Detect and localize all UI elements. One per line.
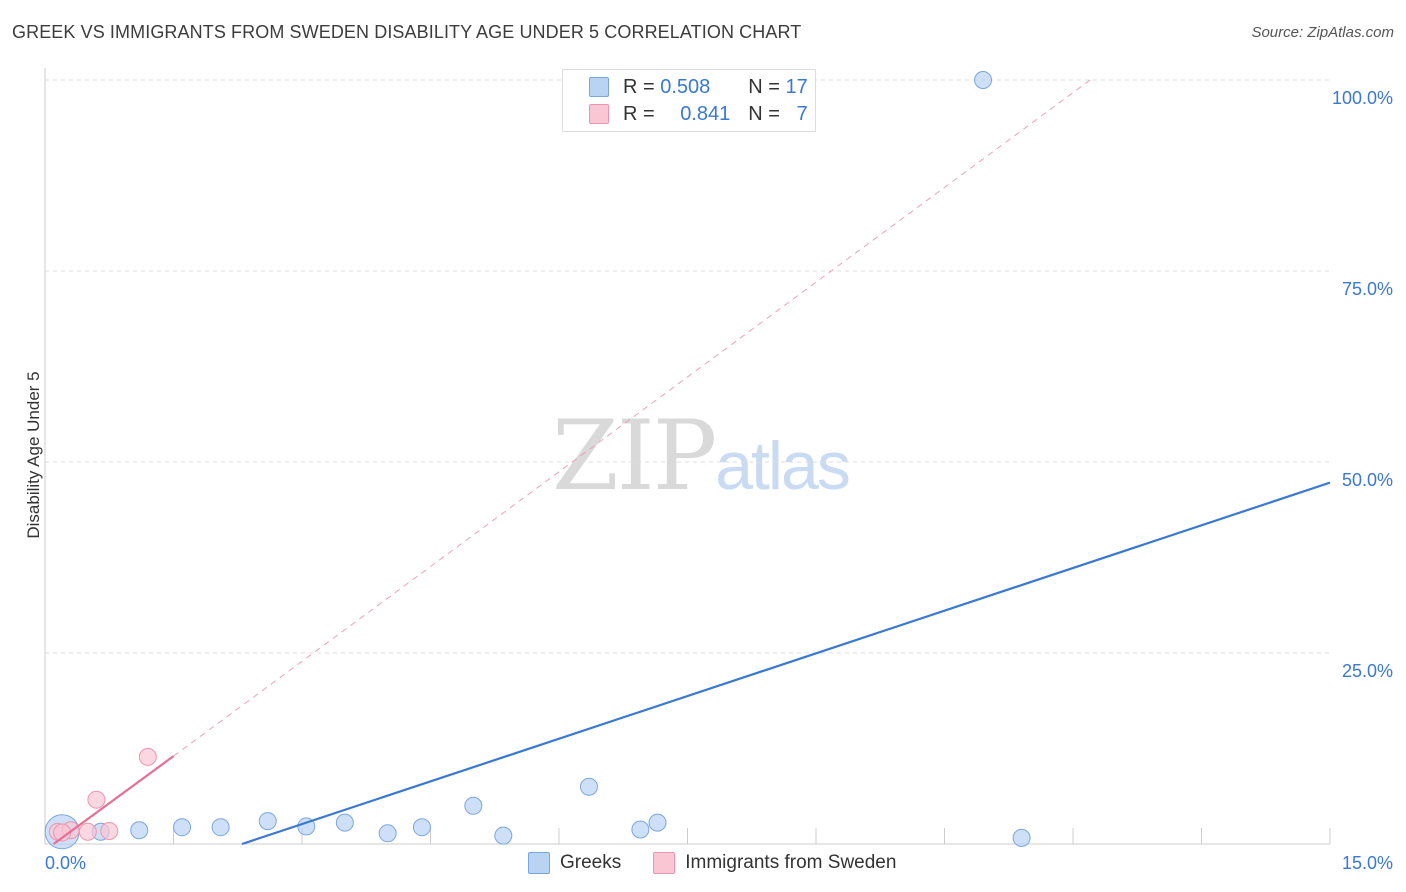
x-tick-label: 15.0% xyxy=(1342,853,1393,873)
data-point-greeks xyxy=(412,818,431,837)
data-point-greeks xyxy=(130,821,149,840)
legend-r-label: R = xyxy=(623,75,655,98)
y-tick-label: 50.0% xyxy=(1342,470,1393,490)
data-point-greeks xyxy=(464,796,483,815)
chart-title: GREEK VS IMMIGRANTS FROM SWEDEN DISABILI… xyxy=(12,22,802,42)
legend-n-value-greeks: 17 xyxy=(785,75,808,98)
data-point-greeks xyxy=(211,818,230,837)
data-point-sweden xyxy=(78,822,97,841)
data-point-greeks xyxy=(1012,828,1031,847)
data-point-greeks xyxy=(335,813,354,832)
y-axis-label: Disability Age Under 5 xyxy=(24,371,43,539)
legend-n-label: N = xyxy=(748,75,780,98)
data-point-greeks xyxy=(631,820,650,839)
series-label-greeks: Greeks xyxy=(560,852,622,873)
series-swatch-greeks xyxy=(528,852,550,874)
data-point-sweden xyxy=(138,747,157,766)
x-tick-label: 0.0% xyxy=(45,853,86,873)
watermark: ZIPatlas xyxy=(552,400,851,512)
legend-row-greeks: R = 0.508 N = 17 xyxy=(589,75,808,99)
y-tick-label: 75.0% xyxy=(1342,279,1393,299)
legend-r-label: R = xyxy=(623,102,655,125)
series-swatch-sweden xyxy=(653,852,676,874)
trendline-sweden-extension xyxy=(173,79,1091,757)
series-legend: Greeks Immigrants from Sweden xyxy=(528,852,928,874)
data-point-greeks xyxy=(173,818,192,837)
trendline-greeks xyxy=(241,481,1331,846)
watermark-zip: ZIP xyxy=(552,400,717,512)
legend-swatch-sweden xyxy=(589,104,609,124)
series-legend-greeks: Greeks xyxy=(528,852,621,874)
stats-legend: R = 0.508 N = 17 R = 0.841 N = 7 xyxy=(562,69,816,132)
y-axis-label-wrap: Disability Age Under 5 xyxy=(6,355,46,555)
data-point-greeks xyxy=(648,813,667,832)
source-credit: Source: ZipAtlas.com xyxy=(1251,24,1394,41)
legend-swatch-greeks xyxy=(589,77,609,97)
y-tick-label: 25.0% xyxy=(1342,661,1393,681)
legend-r-value-sweden: 0.841 xyxy=(680,102,731,125)
data-point-greeks xyxy=(378,824,397,843)
trendline-sweden xyxy=(52,755,175,845)
data-point-greeks xyxy=(579,777,598,796)
data-point-greeks xyxy=(974,71,993,89)
data-point-greeks xyxy=(494,826,513,845)
data-point-sweden xyxy=(100,822,119,841)
legend-n-label: N = xyxy=(748,102,780,125)
data-point-sweden xyxy=(87,790,106,809)
legend-row-sweden: R = 0.841 N = 7 xyxy=(589,102,808,126)
legend-n-value-sweden: 7 xyxy=(796,102,808,125)
series-legend-sweden: Immigrants from Sweden xyxy=(653,852,896,874)
series-label-sweden: Immigrants from Sweden xyxy=(685,852,897,873)
watermark-atlas: atlas xyxy=(715,428,851,504)
y-tick-label: 100.0% xyxy=(1332,88,1393,108)
data-point-greeks xyxy=(258,812,277,831)
legend-r-value-greeks: 0.508 xyxy=(660,75,711,98)
